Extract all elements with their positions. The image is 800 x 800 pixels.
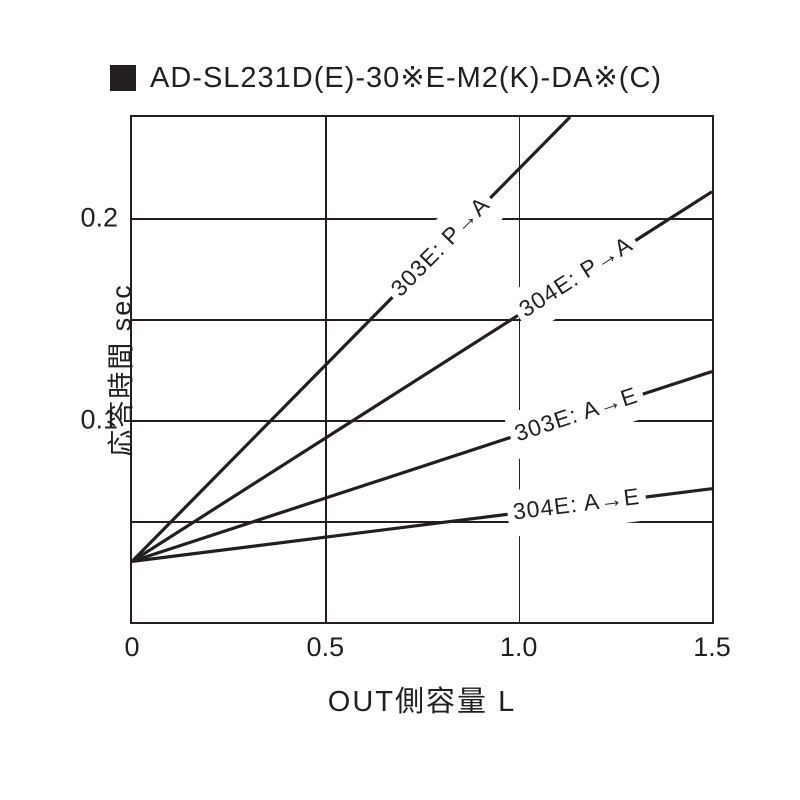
plot-svg: 303E: P→A304E: P→A 303E: A→E 304E: A→E xyxy=(132,117,712,622)
y-tick: 0.2 xyxy=(58,203,132,234)
series-label-group: 304E: A→E xyxy=(505,474,649,537)
series-label-group: 304E: P→A xyxy=(506,221,648,335)
x-axis-label: OUT側容量 L xyxy=(328,622,516,720)
page: AD-SL231D(E)-30※E-M2(K)-DA※(C) 0.10.2 00… xyxy=(0,0,800,800)
series-line xyxy=(132,117,570,561)
plot-area: 0.10.2 00.51.01.5 応答時間 sec OUT側容量 L 303E… xyxy=(130,115,714,624)
series-label-group: 303E: A→E xyxy=(503,372,650,459)
x-tick: 0 xyxy=(102,622,162,663)
chart-title-row: AD-SL231D(E)-30※E-M2(K)-DA※(C) xyxy=(110,60,760,95)
chart-title: AD-SL231D(E)-30※E-M2(K)-DA※(C) xyxy=(150,60,662,95)
x-tick: 1.5 xyxy=(682,622,742,663)
title-bullet-square xyxy=(110,65,136,91)
series-label: 303E: P→A xyxy=(385,191,494,301)
series-label-group: 303E: P→A xyxy=(376,182,507,314)
